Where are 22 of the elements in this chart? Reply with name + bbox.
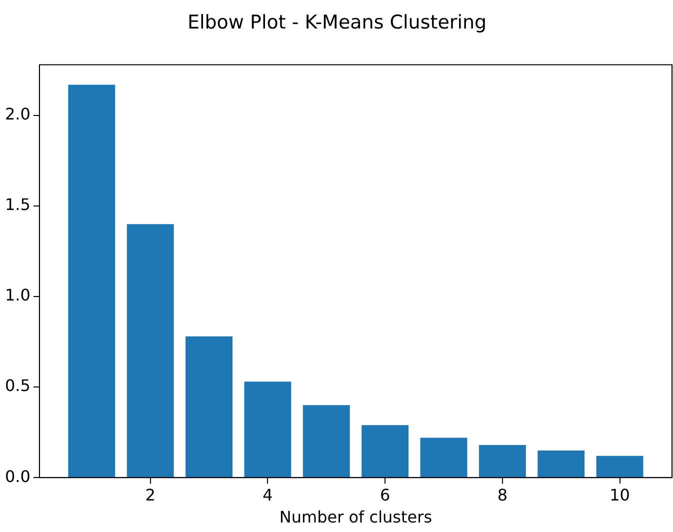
bar — [538, 450, 585, 478]
x-axis-title: Number of clusters — [279, 508, 432, 527]
bar — [302, 405, 350, 478]
bar — [478, 445, 526, 478]
bar — [186, 336, 232, 478]
bar — [420, 438, 468, 478]
x-tick-label: 6 — [380, 485, 390, 504]
bar — [244, 382, 292, 478]
bar — [362, 425, 409, 478]
bar — [68, 84, 116, 478]
x-tick-label: 10 — [610, 485, 630, 504]
x-tick-label: 4 — [262, 485, 273, 504]
y-tick-label: 2.0 — [4, 104, 30, 124]
bar — [126, 224, 174, 478]
x-tick-label: 2 — [145, 485, 156, 504]
y-tick-label: 0.5 — [4, 376, 30, 396]
bar — [596, 456, 644, 478]
chart-title: Elbow Plot - K-Means Clustering — [187, 11, 487, 34]
y-tick-label: 1.0 — [4, 286, 30, 305]
x-tick-label: 8 — [497, 485, 508, 504]
y-tick-label: 1.5 — [4, 195, 30, 214]
y-tick-label: 0.0 — [4, 466, 30, 486]
